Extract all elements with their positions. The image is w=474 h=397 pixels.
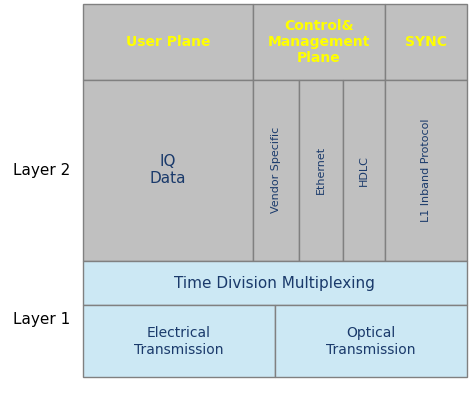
- Text: User Plane: User Plane: [126, 35, 210, 49]
- Bar: [299, 80, 343, 261]
- Bar: [83, 261, 467, 306]
- Bar: [385, 4, 467, 80]
- Text: IQ
Data: IQ Data: [150, 154, 186, 187]
- Text: L1 Inband Protocol: L1 Inband Protocol: [421, 119, 431, 222]
- Bar: [275, 306, 467, 378]
- Bar: [83, 4, 253, 80]
- Text: Electrical
Transmission: Electrical Transmission: [134, 326, 224, 357]
- Text: Vendor Specific: Vendor Specific: [271, 127, 281, 214]
- Bar: [83, 306, 275, 378]
- Text: Layer 1: Layer 1: [13, 312, 70, 327]
- Text: Control&
Management
Plane: Control& Management Plane: [268, 19, 370, 65]
- Text: SYNC: SYNC: [405, 35, 447, 49]
- Text: Optical
Transmission: Optical Transmission: [326, 326, 416, 357]
- Bar: [385, 80, 467, 261]
- Bar: [83, 80, 253, 261]
- Bar: [253, 4, 385, 80]
- Text: Layer 2: Layer 2: [13, 163, 70, 178]
- Bar: [253, 80, 299, 261]
- Bar: [343, 80, 385, 261]
- Text: HDLC: HDLC: [359, 155, 369, 186]
- Text: Time Division Multiplexing: Time Division Multiplexing: [174, 276, 375, 291]
- Text: Ethernet: Ethernet: [316, 146, 326, 195]
